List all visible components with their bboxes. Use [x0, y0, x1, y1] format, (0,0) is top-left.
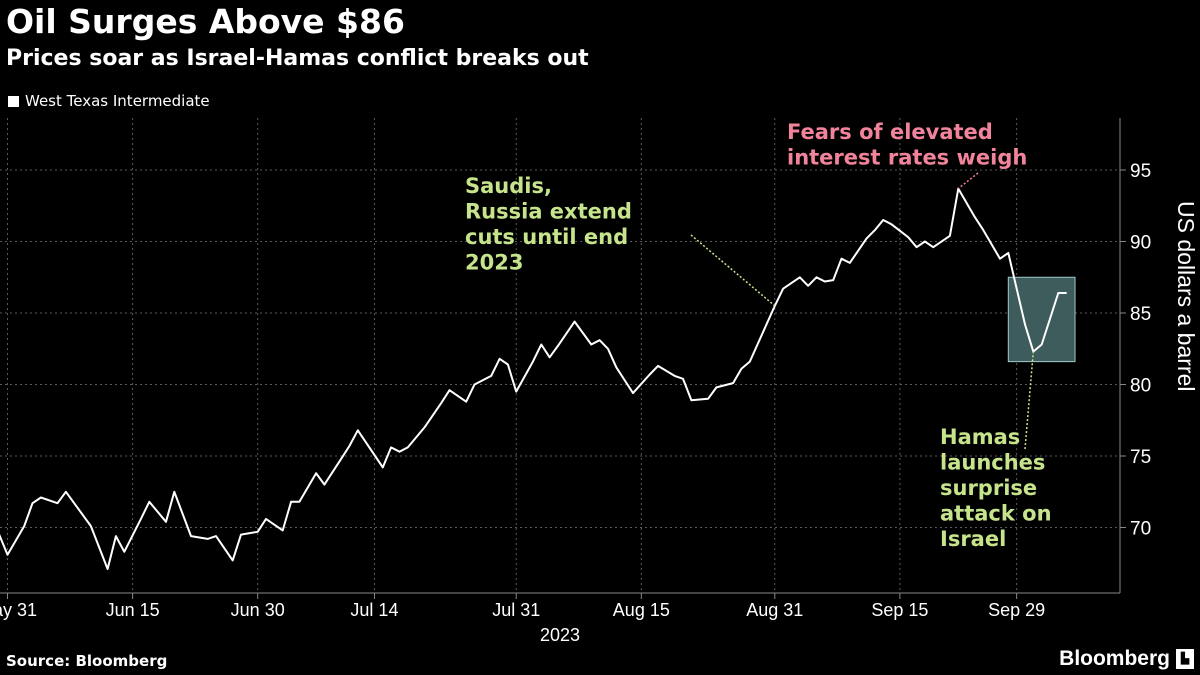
terminal-icon: ▙	[1176, 649, 1194, 669]
x-tick-label: Aug 15	[613, 600, 670, 620]
wti-price-line	[0, 187, 1067, 570]
y-tick-label: 90	[1130, 233, 1151, 254]
annotation-text: Israel	[940, 527, 1006, 551]
annotation-text: Russia extend	[465, 200, 632, 224]
annotation-text: 2023	[465, 251, 523, 275]
x-year-label: 2023	[540, 625, 580, 645]
chart-title: Oil Surges Above $86	[6, 2, 405, 41]
source-note: Source: Bloomberg	[6, 652, 168, 670]
highlight-box	[1007, 276, 1076, 363]
x-tick-label: Aug 31	[746, 600, 803, 620]
y-tick-label: 85	[1130, 304, 1151, 325]
bloomberg-logo: Bloomberg	[1059, 647, 1170, 670]
annotation-text: Fears of elevated	[787, 120, 993, 144]
annotation-leader	[957, 172, 979, 190]
y-axis-title: US dollars a barrel	[1173, 201, 1199, 391]
annotation-text: Saudis,	[465, 174, 552, 198]
annotation-leader	[690, 234, 776, 307]
y-tick-label: 80	[1130, 376, 1151, 397]
x-tick-label: Sep 15	[871, 600, 928, 620]
x-tick-label: Sep 29	[988, 600, 1045, 620]
chart-subtitle: Prices soar as Israel-Hamas conflict bre…	[6, 46, 589, 71]
annotation-leader	[1024, 351, 1035, 450]
annotation-text: cuts until end	[465, 225, 628, 249]
x-tick-label: Jul 14	[350, 600, 398, 620]
x-tick-label: Jun 30	[231, 600, 285, 620]
legend-label: West Texas Intermediate	[25, 92, 210, 110]
x-tick-label: May 31	[0, 600, 37, 620]
legend: West Texas Intermediate	[8, 92, 210, 110]
annotation-text: Hamas	[940, 425, 1020, 449]
legend-swatch	[8, 95, 19, 107]
x-tick-label: Jun 15	[106, 600, 160, 620]
y-tick-label: 70	[1130, 519, 1151, 540]
y-tick-label: 75	[1130, 447, 1151, 468]
y-tick-label: 95	[1130, 161, 1151, 182]
annotation-text: surprise	[940, 476, 1037, 500]
annotation-text: launches	[940, 451, 1045, 475]
annotation-text: interest rates weigh	[787, 146, 1027, 170]
annotation-text: attack on	[940, 502, 1052, 526]
x-tick-label: Jul 31	[492, 600, 540, 620]
